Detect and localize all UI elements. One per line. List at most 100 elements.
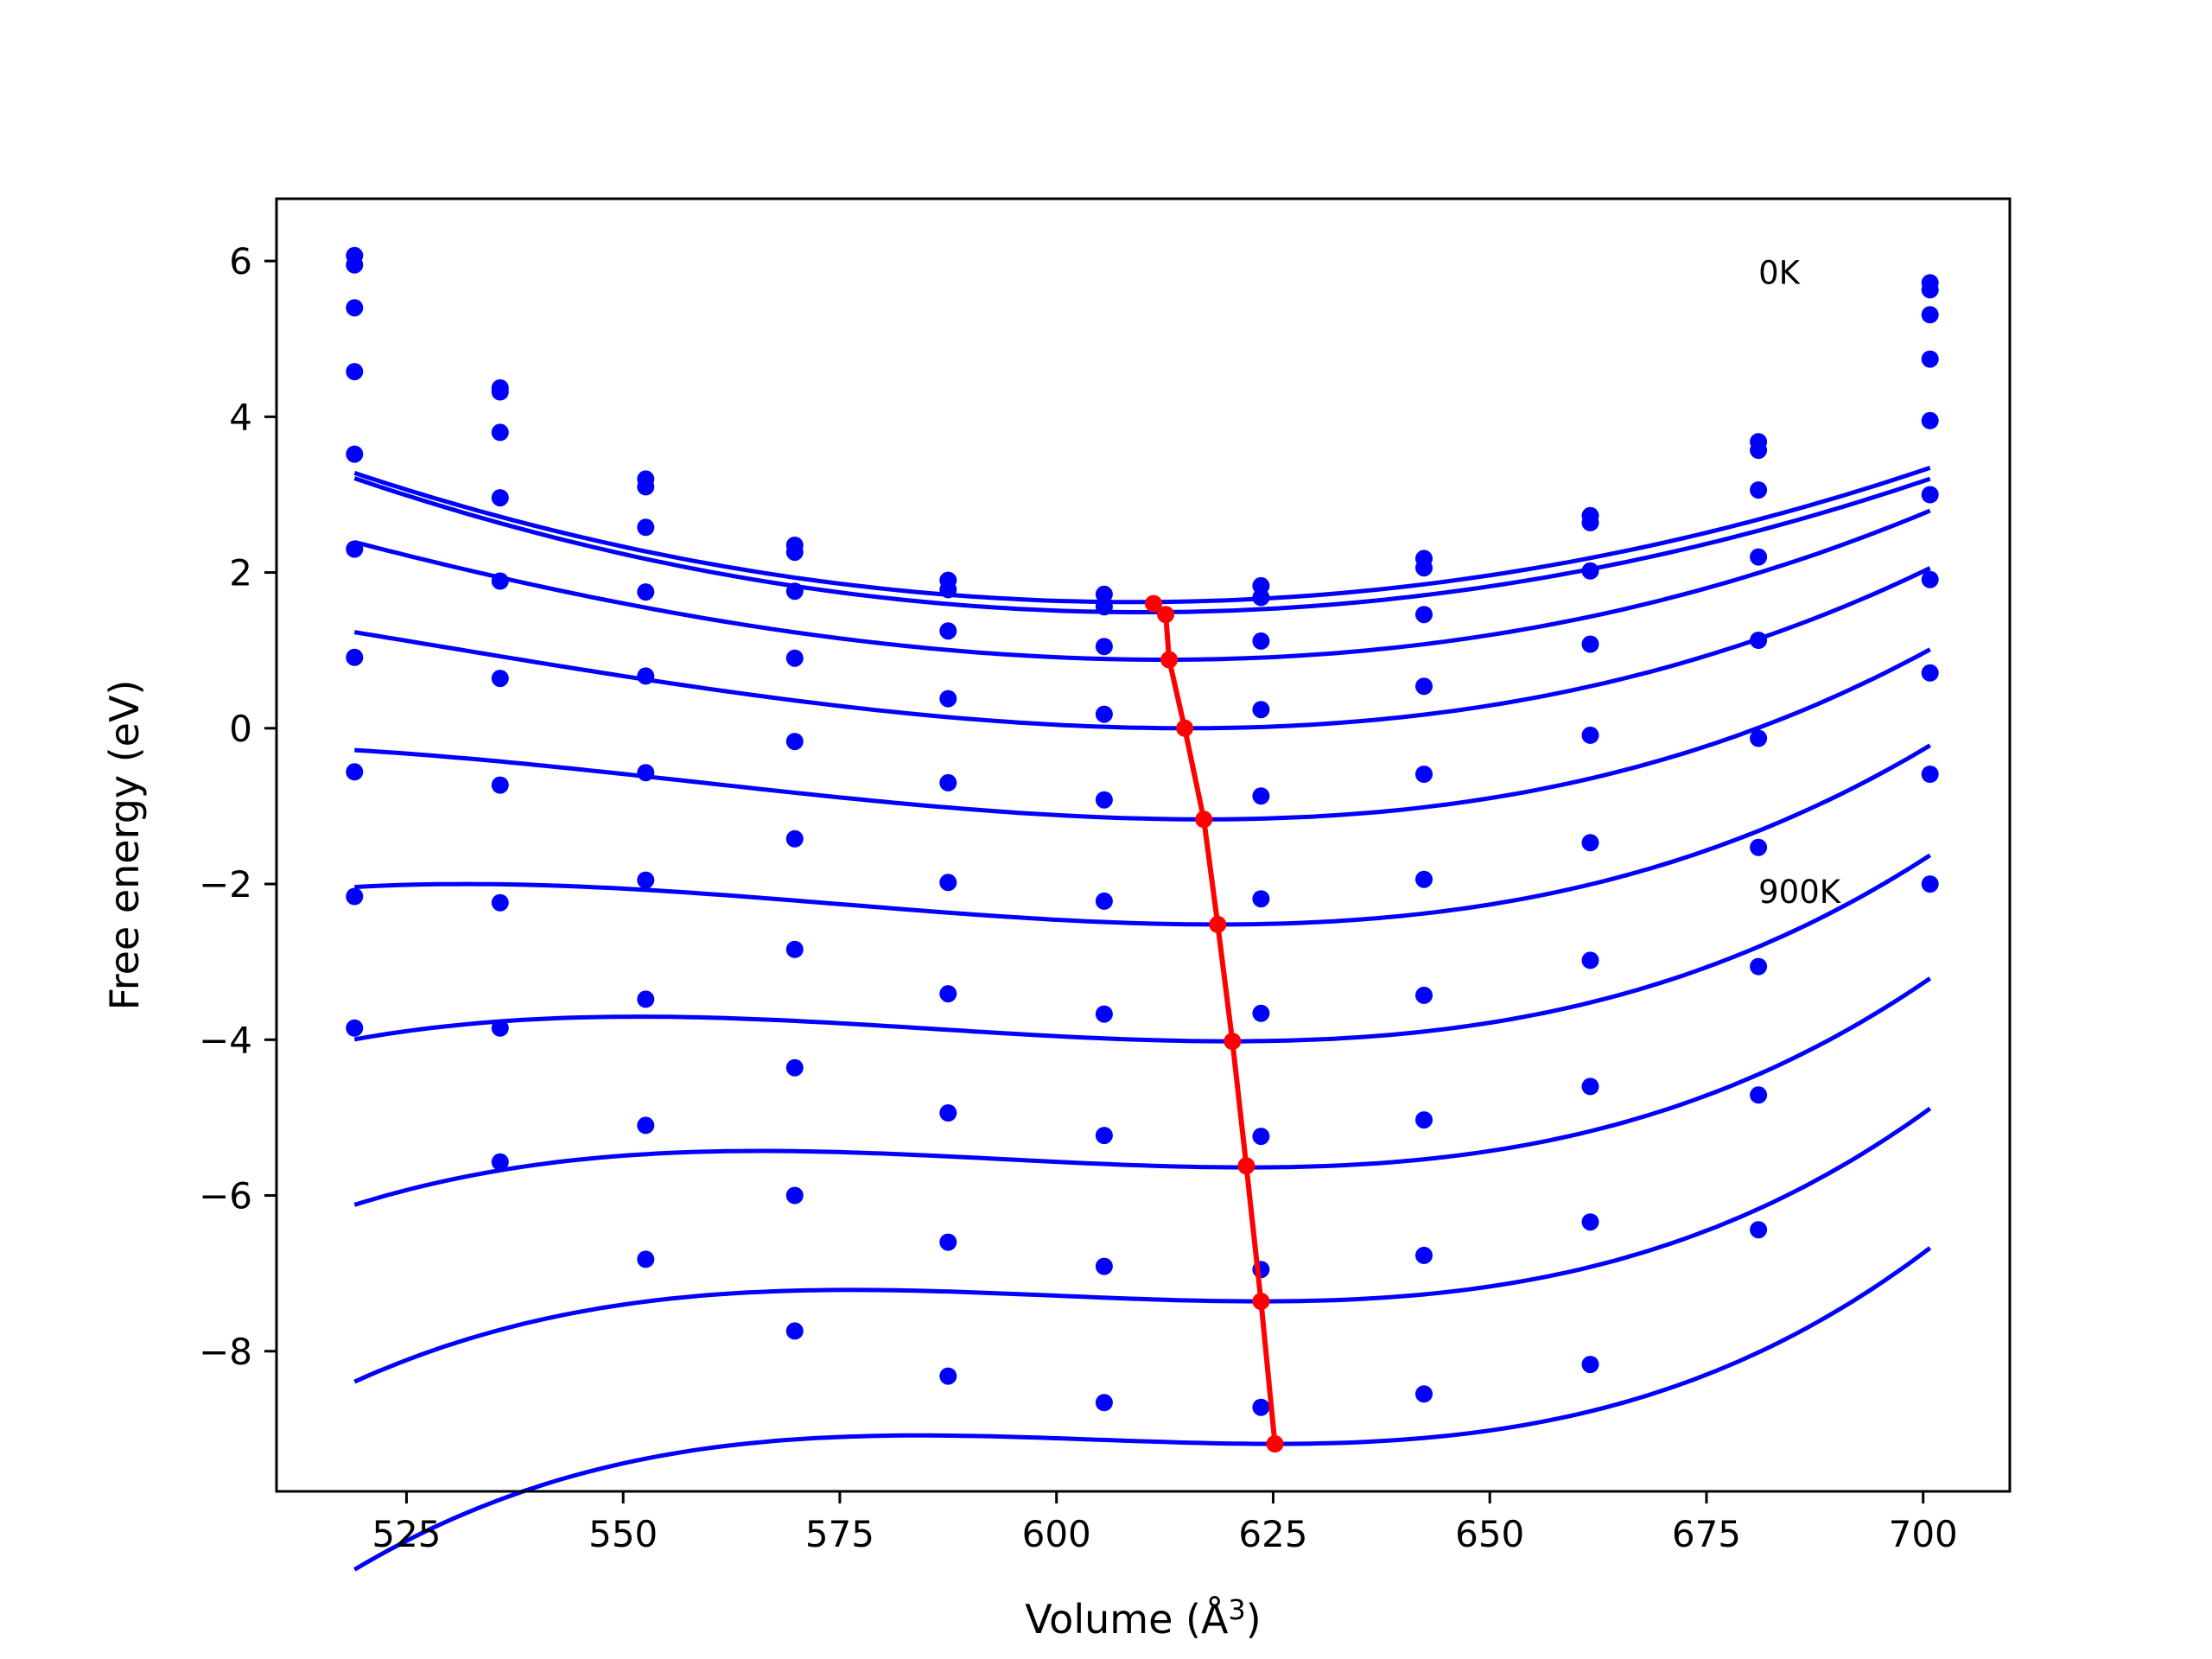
data-point: [491, 423, 509, 442]
data-point: [491, 1019, 509, 1037]
data-point: [1581, 635, 1599, 653]
data-point: [637, 764, 655, 782]
x-tick-label: 625: [1238, 1513, 1307, 1555]
data-point: [491, 893, 509, 912]
data-point: [1252, 1398, 1270, 1416]
data-point: [1095, 638, 1113, 656]
fit-curve-3: [353, 566, 1931, 731]
fit-curve-7: [353, 976, 1932, 1207]
data-point: [1750, 548, 1768, 566]
data-point: [1252, 701, 1270, 719]
data-point: [1252, 787, 1270, 805]
data-point: [346, 445, 364, 463]
data-point: [1095, 791, 1113, 809]
data-point: [1750, 957, 1768, 976]
data-point: [1252, 1004, 1270, 1022]
data-point: [637, 1250, 655, 1268]
data-point: [1750, 481, 1768, 499]
data-point: [1581, 1356, 1599, 1374]
data-point: [1095, 1127, 1113, 1145]
data-point: [939, 581, 957, 599]
fit-curve-8: [353, 1106, 1932, 1384]
data-point: [1415, 559, 1433, 577]
data-point: [346, 1019, 364, 1037]
data-point: [491, 1153, 509, 1171]
data-point: [1581, 951, 1599, 969]
y-tick-label: 0: [229, 708, 252, 750]
data-point: [1921, 281, 1939, 299]
fit-curve-4: [354, 647, 1931, 822]
minimum-point: [1195, 810, 1213, 829]
data-point: [1095, 585, 1113, 603]
data-point: [1581, 513, 1599, 531]
data-point: [939, 622, 957, 640]
fit-curve-0: [353, 466, 1931, 605]
y-axis-ticks: 6 4 2 0 −2 −4 −6 −8: [199, 240, 276, 1373]
data-point: [1750, 632, 1768, 649]
fit-curve-5: [354, 743, 1931, 927]
data-point: [1415, 986, 1433, 1004]
data-point: [1921, 766, 1939, 783]
data-point: [1252, 588, 1270, 607]
x-tick-label: 650: [1455, 1513, 1524, 1555]
data-point: [1415, 766, 1433, 783]
annotation-label: 900K: [1758, 874, 1842, 911]
data-point: [785, 733, 804, 751]
data-point: [1095, 1257, 1113, 1275]
data-point: [1415, 870, 1433, 888]
data-point: [939, 1104, 957, 1122]
y-tick-label: −6: [199, 1175, 252, 1217]
minimum-point: [1145, 594, 1162, 613]
data-point: [1252, 890, 1270, 908]
data-point: [785, 1186, 804, 1205]
data-point: [637, 667, 655, 685]
data-point: [1581, 562, 1599, 580]
data-point: [637, 871, 655, 889]
x-tick-label: 600: [1022, 1513, 1091, 1555]
data-point: [1095, 705, 1113, 723]
data-point: [1252, 632, 1270, 650]
minimum-point: [1237, 1157, 1255, 1175]
y-tick-label: 2: [229, 552, 252, 594]
data-point: [1095, 598, 1113, 616]
minimum-point: [1252, 1293, 1270, 1311]
data-point: [1415, 1246, 1433, 1264]
y-tick-label: −8: [199, 1331, 252, 1373]
y-tick-label: 6: [229, 240, 252, 283]
minimum-point: [1266, 1435, 1284, 1452]
data-point: [1415, 1111, 1433, 1129]
fit-curve-6: [353, 853, 1932, 1044]
minimum-point: [1160, 651, 1179, 669]
data-point: [346, 648, 364, 666]
minimum-point: [1157, 606, 1175, 624]
data-point: [491, 489, 509, 507]
data-point: [785, 940, 804, 958]
data-point: [939, 773, 957, 791]
data-point: [939, 1367, 957, 1385]
x-tick-label: 525: [372, 1513, 441, 1555]
data-point: [346, 887, 364, 906]
y-tick-label: 4: [229, 396, 252, 438]
data-point: [1921, 664, 1939, 682]
x-tick-label: 675: [1672, 1513, 1741, 1555]
x-axis-title: Volume (Å3): [1025, 1593, 1261, 1643]
data-point: [637, 478, 655, 496]
data-point: [491, 670, 509, 688]
data-points: [346, 246, 1939, 1416]
x-tick-label: 575: [805, 1513, 874, 1555]
data-point: [491, 572, 509, 590]
data-point: [1921, 411, 1939, 429]
data-point: [1095, 1394, 1113, 1412]
y-axis-title: Free energy (eV): [101, 680, 148, 1011]
data-point: [939, 1233, 957, 1251]
data-point: [1750, 1221, 1768, 1239]
data-point: [1095, 892, 1113, 910]
data-point: [491, 776, 509, 794]
data-point: [637, 990, 655, 1008]
data-point: [1921, 306, 1939, 324]
minima-path: [1145, 594, 1284, 1452]
minimum-point: [1209, 915, 1227, 933]
minimum-point: [1224, 1033, 1242, 1051]
data-point: [1921, 875, 1939, 893]
